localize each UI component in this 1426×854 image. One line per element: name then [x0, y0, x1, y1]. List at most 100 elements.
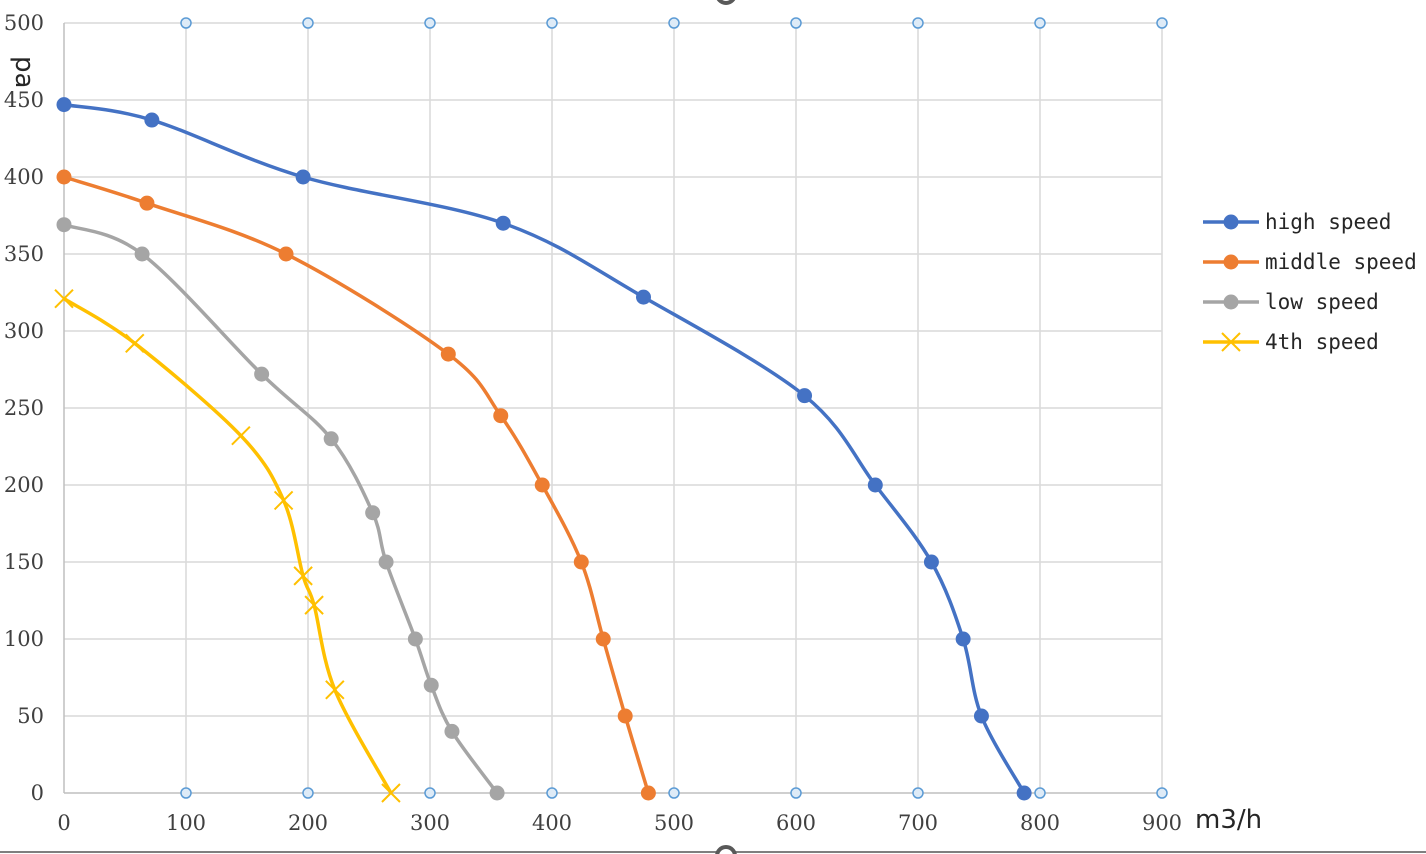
- data-point: [144, 112, 160, 128]
- data-point: [495, 215, 511, 231]
- series-middle-speed: [56, 169, 656, 801]
- legend-label: high speed: [1265, 210, 1391, 234]
- y-tick-label: 0: [31, 781, 44, 805]
- axes: [63, 23, 1162, 794]
- series-line: [63, 297, 393, 794]
- legend-item: low speed: [1203, 290, 1379, 314]
- data-point: [1016, 785, 1032, 801]
- secondary-marker: [790, 787, 802, 799]
- y-tick-label: 300: [4, 319, 44, 343]
- x-tick-label: 700: [898, 811, 938, 835]
- top-handle-icon[interactable]: [716, 0, 736, 5]
- series-4th-speed: [54, 288, 401, 803]
- legend-item: high speed: [1203, 210, 1391, 234]
- y-tick-label: 100: [4, 627, 44, 651]
- secondary-marker: [912, 787, 924, 799]
- x-tick-label: 500: [654, 811, 694, 835]
- data-point: [617, 708, 633, 724]
- x-tick-label: 200: [288, 811, 328, 835]
- y-axis-title: pa: [9, 56, 39, 88]
- secondary-marker: [546, 787, 558, 799]
- data-point: [56, 217, 72, 233]
- data-point: [56, 97, 72, 113]
- data-point: [407, 631, 423, 647]
- data-point: [139, 195, 155, 211]
- data-point: [231, 426, 251, 446]
- data-point: [134, 246, 150, 262]
- x-tick-label: 800: [1020, 811, 1060, 835]
- secondary-marker: [546, 17, 558, 29]
- y-tick-label: 250: [4, 396, 44, 420]
- secondary-marker: [424, 787, 436, 799]
- data-point: [573, 554, 589, 570]
- legend-marker: [1223, 214, 1239, 230]
- secondary-marker: [180, 17, 192, 29]
- data-point: [323, 431, 339, 447]
- legend-marker: [1223, 294, 1239, 310]
- data-point: [423, 677, 439, 693]
- data-point: [636, 289, 651, 305]
- secondary-marker: [1034, 787, 1046, 799]
- data-point: [273, 490, 294, 511]
- data-point: [797, 388, 813, 404]
- series-line: [63, 223, 499, 795]
- legend-item: middle speed: [1203, 250, 1417, 274]
- data-point: [640, 785, 656, 801]
- data-point: [973, 708, 989, 724]
- secondary-marker: [302, 787, 314, 799]
- secondary-marker: [424, 17, 436, 29]
- x-tick-label: 0: [57, 811, 70, 835]
- data-point: [125, 333, 145, 354]
- data-point: [444, 723, 460, 739]
- data-point: [278, 246, 294, 262]
- legend-label: middle speed: [1265, 250, 1417, 274]
- legend-item: 4th speed: [1203, 330, 1379, 354]
- secondary-marker: [180, 787, 192, 799]
- secondary-marker: [790, 17, 802, 29]
- data-point: [56, 169, 72, 185]
- data-point: [325, 680, 345, 700]
- data-point: [381, 783, 401, 803]
- legend-label: 4th speed: [1265, 330, 1379, 354]
- secondary-marker: [668, 17, 680, 29]
- data-point: [923, 554, 939, 570]
- data-point: [304, 595, 324, 615]
- data-point: [440, 346, 456, 362]
- data-point: [378, 554, 394, 570]
- data-point: [293, 566, 313, 586]
- x-axis-title: m3/h: [1195, 805, 1262, 835]
- y-tick-label: 50: [17, 704, 44, 728]
- bottom-handle-icon[interactable]: [715, 845, 737, 854]
- tick-labels: 0 50 100 150 200 250 300 350 400 450 500 0 100 200 300…: [4, 11, 1182, 835]
- data-point: [254, 366, 270, 382]
- data-point: [54, 288, 74, 309]
- legend-label: low speed: [1265, 290, 1379, 314]
- secondary-marker: [302, 17, 314, 29]
- x-tick-label: 600: [776, 811, 816, 835]
- secondary-marker: [1156, 787, 1168, 799]
- secondary-marker: [1034, 17, 1046, 29]
- series-group: [54, 97, 1032, 803]
- legend-marker: [1221, 332, 1241, 352]
- x-tick-label: 100: [166, 811, 206, 835]
- legend: high speed middle speed low speed 4th speed: [1203, 210, 1417, 354]
- series-high-speed: [56, 97, 1032, 801]
- y-tick-label: 450: [4, 88, 44, 112]
- y-tick-label: 200: [4, 473, 44, 497]
- secondary-marker: [668, 787, 680, 799]
- secondary-marker: [912, 17, 924, 29]
- series-line: [63, 102, 1026, 794]
- y-tick-label: 400: [4, 165, 44, 189]
- legend-marker: [1223, 254, 1239, 270]
- x-tick-label: 400: [532, 811, 572, 835]
- data-point: [493, 408, 509, 424]
- series-low-speed: [56, 217, 505, 801]
- data-point: [489, 785, 505, 801]
- data-point: [955, 631, 971, 647]
- data-point: [365, 505, 381, 521]
- y-tick-label: 350: [4, 242, 44, 266]
- secondary-markers: [180, 17, 1168, 799]
- y-tick-label: 500: [4, 11, 44, 35]
- secondary-marker: [1156, 17, 1168, 29]
